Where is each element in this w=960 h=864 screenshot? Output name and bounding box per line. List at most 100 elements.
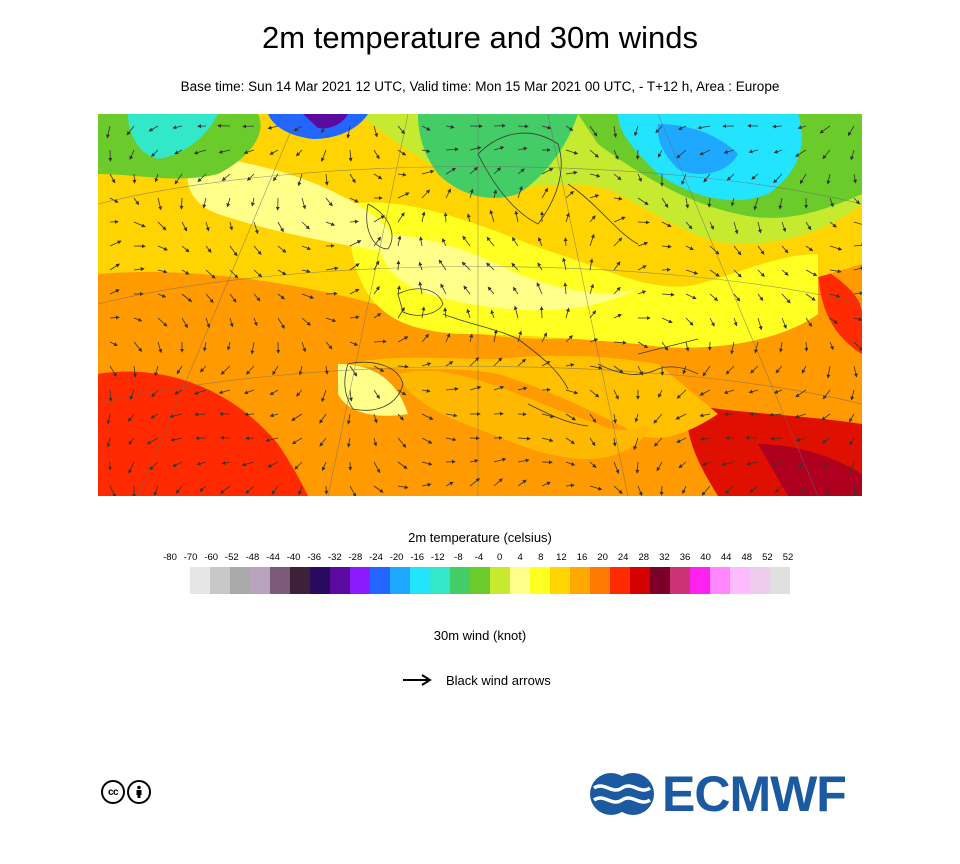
wind-arrow [517, 358, 527, 367]
colorbar-swatch [190, 567, 210, 594]
wind-arrow [277, 317, 285, 329]
wind-arrow [517, 185, 523, 199]
wind-arrow [589, 194, 600, 199]
wind-arrow [109, 341, 118, 346]
wind-arrow [489, 209, 495, 223]
colorbar-swatch [490, 567, 510, 594]
europe-temperature-map [98, 114, 862, 496]
wind-arrow [773, 173, 783, 184]
wind-arrow [748, 149, 759, 154]
wind-arrow [513, 305, 519, 319]
wind-arrow [829, 293, 841, 298]
colorbar-tick-label: 48 [741, 552, 753, 563]
wind-arrow [153, 485, 159, 496]
colorbar-tick-label: 16 [576, 552, 588, 563]
wind-arrow [709, 269, 720, 277]
colorbar-swatch [390, 567, 410, 594]
wind-arrow [349, 173, 356, 184]
wind-arrow [565, 389, 579, 395]
wind-arrow [721, 461, 735, 467]
colorbar-tick-label: -8 [454, 552, 463, 563]
wind-arrow [565, 149, 579, 155]
wind-arrow [349, 341, 359, 346]
wind-arrow [751, 173, 759, 180]
wind-arrow [296, 389, 303, 397]
wind-arrow [267, 125, 279, 130]
wind-arrow [853, 365, 858, 378]
colorbar-swatch [690, 567, 710, 594]
wind-arrow [109, 240, 122, 247]
wind-arrow [397, 461, 408, 469]
wind-arrow [541, 361, 551, 367]
wind-arrow [769, 412, 783, 417]
wind-arrow [676, 437, 687, 443]
wind-arrow [219, 485, 231, 494]
wind-arrow [291, 437, 303, 445]
wind-arrow [133, 341, 143, 352]
wind-arrow [243, 389, 255, 395]
wind-arrow [421, 437, 433, 444]
wind-arrow [781, 245, 789, 254]
wind-arrow [709, 293, 719, 302]
wind-arrow [699, 389, 711, 396]
colorbar-tick-label: -24 [369, 552, 383, 563]
wind-arrow [613, 485, 623, 494]
wind-arrow [373, 413, 378, 424]
colorbar-tick-label: -32 [327, 552, 342, 563]
wind-arrow [157, 341, 163, 354]
wind-arrow [853, 221, 862, 227]
wind-arrow [106, 437, 111, 448]
wind-arrow [133, 317, 143, 322]
wind-arrow [801, 365, 807, 374]
wind-arrow [199, 485, 207, 492]
wind-arrow [512, 286, 519, 295]
wind-arrow [517, 479, 527, 487]
wind-arrow [469, 333, 474, 343]
wind-arrow [536, 282, 543, 295]
wind-arrow [396, 260, 401, 271]
wind-arrow [445, 147, 459, 152]
wind-arrow [589, 485, 603, 491]
wind-arrow [699, 149, 711, 156]
wind-arrow [324, 485, 329, 495]
colorbar-tick-label: -80 [163, 552, 177, 563]
wind-arrow [202, 197, 207, 209]
wind-arrow [613, 389, 619, 400]
wind-arrow [253, 317, 258, 327]
wind-arrow [682, 365, 687, 375]
wind-arrow [699, 413, 711, 418]
wind-arrow [613, 237, 623, 247]
wind-arrow [733, 269, 742, 278]
wind-arrow [653, 437, 663, 447]
wind-arrow [797, 461, 807, 467]
chart-title: 2m temperature and 30m winds [262, 20, 698, 55]
ecmwf-wordmark: ECMWF [662, 766, 847, 822]
wind-arrow [421, 149, 431, 153]
wind-arrow [750, 365, 759, 374]
colorbar-swatch [370, 567, 390, 594]
colorbar-tick-label: -60 [204, 552, 219, 563]
wind-arrow [637, 173, 642, 183]
wind-arrow [565, 483, 575, 488]
wind-arrow [373, 365, 385, 372]
wind-arrow-label: Black wind arrows [446, 672, 551, 688]
wind-arrow [253, 245, 262, 256]
wind-arrow [637, 265, 647, 271]
wind-arrow [655, 125, 663, 134]
wind-arrow [157, 269, 168, 274]
wind-arrow [109, 197, 119, 203]
wind-arrow [700, 436, 711, 441]
wind-arrow [461, 261, 471, 271]
wind-arrow [682, 485, 687, 495]
wind-arrow [829, 221, 837, 228]
wind-arrow [637, 365, 643, 376]
colorbar-tick-label: -48 [245, 552, 260, 563]
wind-arrow [613, 340, 627, 345]
wind-arrow [517, 458, 530, 463]
wind-arrow [301, 317, 311, 326]
wind-arrow [853, 173, 857, 184]
wind-arrow [421, 306, 426, 319]
wind-arrow [805, 317, 813, 327]
wind-arrow [541, 332, 547, 343]
wind-arrow [637, 197, 649, 206]
